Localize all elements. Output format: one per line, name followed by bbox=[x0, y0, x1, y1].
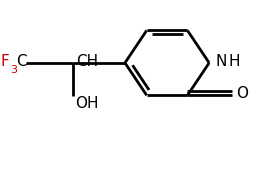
Text: CH: CH bbox=[76, 53, 98, 68]
Text: H: H bbox=[228, 53, 240, 68]
Text: O: O bbox=[236, 86, 248, 101]
Text: C: C bbox=[16, 53, 26, 68]
Text: F: F bbox=[0, 53, 9, 68]
Text: OH: OH bbox=[75, 96, 98, 111]
Text: N: N bbox=[215, 53, 227, 68]
Text: 3: 3 bbox=[10, 65, 17, 75]
